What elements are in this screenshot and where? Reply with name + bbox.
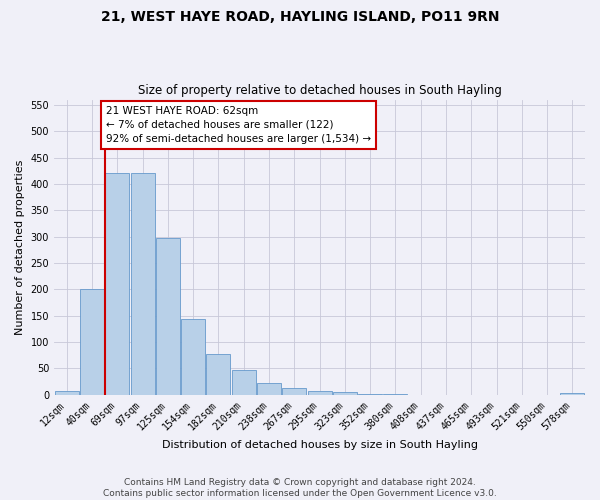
Bar [383,394,407,395]
Bar [105,174,129,395]
Bar [181,320,205,395]
Text: 21, WEST HAYE ROAD, HAYLING ISLAND, PO11 9RN: 21, WEST HAYE ROAD, HAYLING ISLAND, PO11… [101,10,499,24]
Text: Contains HM Land Registry data © Crown copyright and database right 2024.
Contai: Contains HM Land Registry data © Crown c… [103,478,497,498]
Bar [257,382,281,395]
Bar [232,370,256,395]
Y-axis label: Number of detached properties: Number of detached properties [15,160,25,335]
Bar [55,390,79,395]
Bar [156,238,180,395]
Bar [282,388,306,395]
X-axis label: Distribution of detached houses by size in South Hayling: Distribution of detached houses by size … [161,440,478,450]
Bar [358,394,382,395]
Bar [560,393,584,395]
Bar [206,354,230,395]
Bar [333,392,357,395]
Title: Size of property relative to detached houses in South Hayling: Size of property relative to detached ho… [137,84,502,97]
Bar [131,174,155,395]
Text: 21 WEST HAYE ROAD: 62sqm
← 7% of detached houses are smaller (122)
92% of semi-d: 21 WEST HAYE ROAD: 62sqm ← 7% of detache… [106,106,371,144]
Bar [80,290,104,395]
Bar [308,390,332,395]
